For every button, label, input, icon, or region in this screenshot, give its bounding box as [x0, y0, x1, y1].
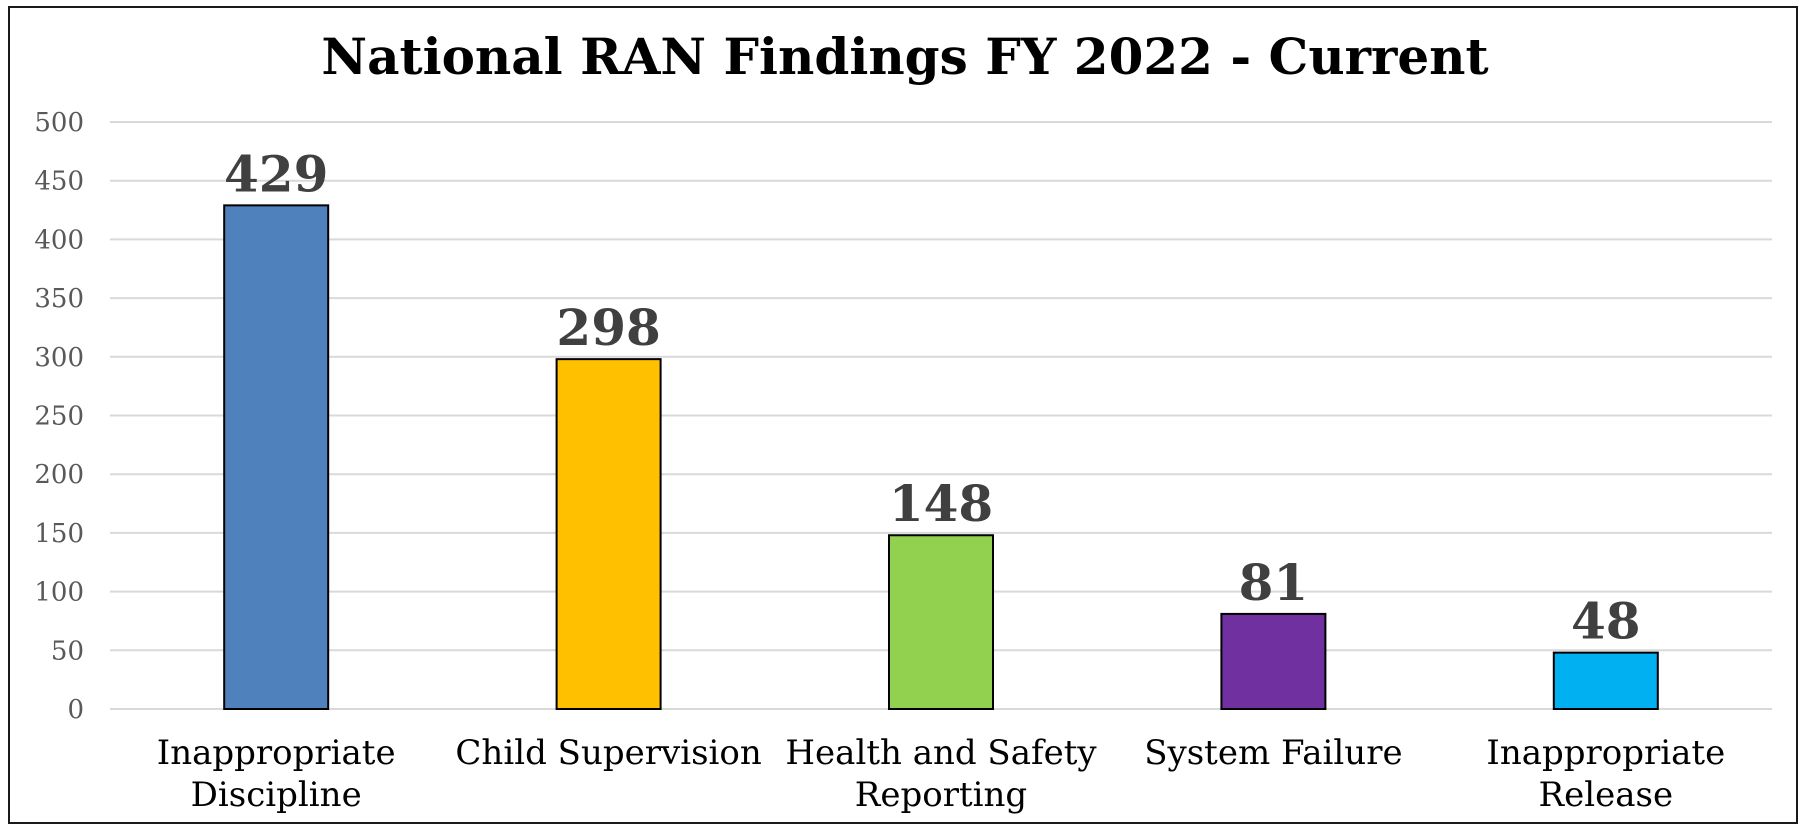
- y-tick-label: 50: [51, 636, 84, 666]
- category-label: Inappropriate: [157, 733, 396, 773]
- y-tick-label: 200: [34, 460, 84, 490]
- category-label: Reporting: [855, 775, 1027, 815]
- y-tick-label: 0: [67, 695, 84, 725]
- bar: [555, 358, 662, 710]
- data-label: 148: [889, 474, 993, 533]
- category-label: Inappropriate: [1486, 733, 1725, 773]
- y-tick-label: 250: [34, 402, 84, 432]
- y-tick-label: 350: [34, 284, 84, 314]
- bar: [223, 204, 330, 710]
- category-label: Health and Safety: [785, 733, 1097, 773]
- y-axis-tick-labels: 0 50 100 150 200 250 300 350 400 450 500: [34, 108, 84, 725]
- y-tick-label: 100: [34, 578, 84, 608]
- y-tick-label: 450: [34, 167, 84, 197]
- bar: [1220, 612, 1327, 711]
- bar: [888, 534, 994, 710]
- category-label: Release: [1539, 775, 1674, 815]
- data-label: 48: [1571, 592, 1641, 651]
- data-labels: 429 298 148 81 48: [224, 144, 1641, 650]
- data-label: 81: [1239, 553, 1309, 612]
- gridlines: [110, 121, 1772, 710]
- y-tick-label: 400: [34, 225, 84, 255]
- y-tick-label: 150: [34, 519, 84, 549]
- category-label: System Failure: [1144, 733, 1402, 773]
- category-label: Discipline: [191, 775, 362, 815]
- category-label: Child Supervision: [455, 733, 761, 773]
- chart-title: National RAN Findings FY 2022 - Current: [321, 27, 1488, 86]
- data-label: 429: [224, 144, 328, 203]
- bars: [223, 204, 1659, 711]
- bar: [1552, 651, 1659, 711]
- y-tick-label: 300: [34, 343, 84, 373]
- y-tick-label: 500: [34, 108, 84, 138]
- data-label: 298: [556, 298, 660, 357]
